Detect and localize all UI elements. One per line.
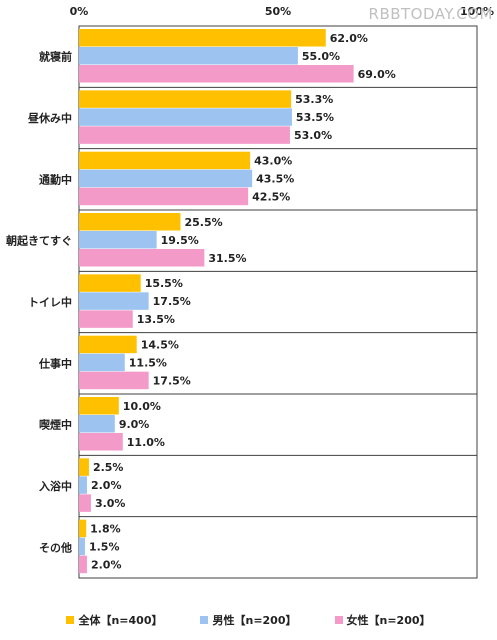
x-tick-label: 0%	[70, 5, 89, 18]
data-label: 1.5%	[89, 540, 120, 553]
category-label: 喫煙中	[39, 418, 72, 432]
data-label: 43.5%	[256, 172, 294, 185]
x-tick-label: 50%	[265, 5, 291, 18]
data-label: 14.5%	[141, 338, 179, 351]
data-label: 3.0%	[95, 497, 126, 510]
bar	[79, 519, 87, 538]
legend-swatch-female	[334, 616, 343, 624]
category-label: 昼休み中	[27, 111, 72, 125]
data-label: 62.0%	[330, 32, 368, 45]
bar	[79, 494, 91, 512]
bar	[79, 335, 137, 354]
category-label: 朝起きてすぐ	[6, 234, 72, 248]
data-label: 10.0%	[123, 400, 161, 413]
category-label: 仕事中	[38, 356, 72, 370]
bar	[79, 476, 87, 494]
data-label: 17.5%	[153, 374, 191, 387]
data-label: 13.5%	[137, 313, 175, 326]
data-label: 69.0%	[358, 68, 396, 81]
legend: 全体【n=400】 男性【n=200】 女性【n=200】	[0, 612, 497, 628]
data-label: 43.0%	[254, 154, 292, 167]
data-label: 9.0%	[119, 418, 150, 431]
data-label: 42.5%	[252, 190, 290, 203]
watermark: RBBTODAY.COM	[368, 5, 493, 23]
category-label: その他	[39, 540, 72, 554]
bar	[79, 458, 89, 476]
bar	[79, 353, 125, 372]
bar	[79, 231, 157, 249]
category-label: 通勤中	[39, 172, 72, 186]
legend-swatch-male	[200, 616, 209, 624]
data-label: 1.8%	[90, 522, 121, 535]
bar	[79, 274, 141, 292]
legend-label-female: 女性【n=200】	[346, 614, 431, 627]
bar	[79, 310, 133, 328]
category-label: トイレ中	[28, 295, 72, 309]
data-label: 11.5%	[129, 356, 167, 369]
bar	[79, 397, 119, 415]
bar	[79, 108, 292, 126]
data-label: 31.5%	[208, 252, 246, 265]
bar	[79, 65, 354, 83]
bar	[79, 47, 298, 65]
data-label: 25.5%	[184, 216, 222, 229]
category-label: 就寝前	[39, 50, 72, 64]
bar	[79, 126, 290, 144]
data-label: 2.5%	[93, 461, 124, 474]
legend-label-all: 全体【n=400】	[78, 614, 163, 627]
legend-label-male: 男性【n=200】	[212, 614, 297, 627]
bar	[79, 249, 205, 267]
data-label: 19.5%	[161, 234, 199, 247]
x-tick-label: 100%	[460, 5, 494, 18]
data-label: 2.0%	[91, 479, 122, 492]
bar	[79, 213, 181, 231]
legend-item-female: 女性【n=200】	[334, 612, 431, 628]
data-label: 15.5%	[145, 277, 183, 290]
bar	[79, 433, 123, 451]
bar	[79, 187, 249, 206]
legend-swatch-all	[66, 616, 75, 624]
data-label: 53.0%	[294, 129, 332, 142]
bar	[79, 169, 253, 188]
data-label: 53.3%	[295, 93, 333, 106]
data-label: 53.5%	[296, 111, 334, 124]
bar	[79, 555, 87, 574]
bar	[79, 151, 251, 170]
data-label: 2.0%	[91, 558, 122, 571]
bar	[79, 415, 115, 433]
bar	[79, 90, 292, 108]
data-label: 11.0%	[127, 436, 165, 449]
legend-item-all: 全体【n=400】	[66, 612, 162, 628]
bar	[79, 371, 149, 390]
data-label: 17.5%	[153, 295, 191, 308]
data-label: 55.0%	[302, 50, 340, 63]
legend-item-male: 男性【n=200】	[200, 612, 297, 628]
bar	[79, 292, 149, 310]
category-label: 入浴中	[39, 479, 72, 493]
bar	[79, 537, 85, 556]
bar	[79, 29, 326, 47]
